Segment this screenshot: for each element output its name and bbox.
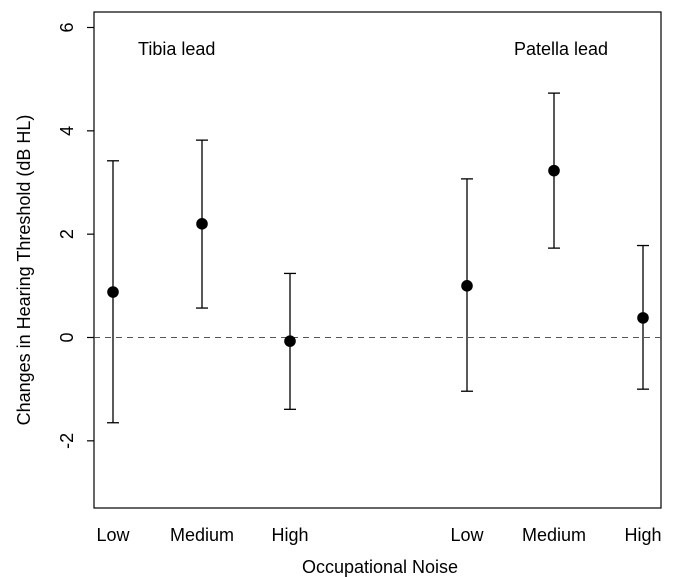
x-category-label: Low	[96, 525, 130, 545]
x-category-label: High	[624, 525, 661, 545]
x-category-label: High	[271, 525, 308, 545]
plot-area: Tibia lead Patella lead	[93, 11, 662, 509]
x-axis-title: Occupational Noise	[302, 557, 458, 577]
y-tick-label: 0	[57, 332, 77, 342]
panel-label: Tibia lead	[138, 39, 215, 59]
y-axis: -2 0 2 4 6	[57, 22, 94, 449]
point-estimate	[548, 164, 560, 177]
y-tick-label: 4	[57, 126, 77, 136]
point-estimate	[461, 280, 473, 292]
point-estimate	[196, 218, 208, 230]
x-category-label: Low	[450, 525, 484, 545]
x-axis: Low Medium High Low Medium High	[96, 525, 661, 545]
point-estimate	[637, 312, 649, 324]
x-category-label: Medium	[522, 525, 586, 545]
point-estimate	[284, 335, 296, 347]
y-tick-label: 2	[57, 229, 77, 239]
point-estimate	[107, 286, 119, 298]
panel-label: Patella lead	[514, 39, 608, 59]
y-axis-title: Changes in Hearing Threshold (dB HL)	[14, 115, 34, 426]
x-category-label: Medium	[170, 525, 234, 545]
plot-frame	[93, 11, 662, 509]
y-tick-label: -2	[57, 433, 77, 449]
y-tick-label: 6	[57, 22, 77, 32]
